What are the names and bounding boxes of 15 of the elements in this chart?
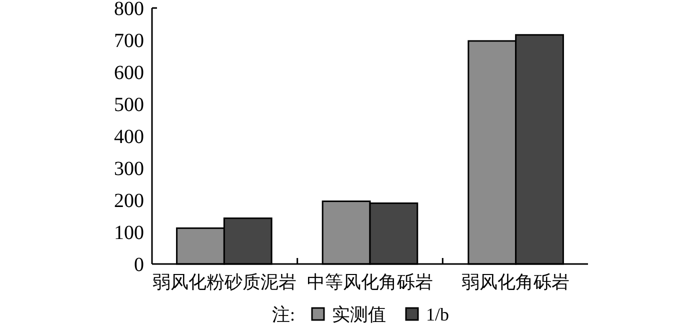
- y-tick-label: 100: [114, 222, 144, 244]
- y-tick-label: 500: [114, 94, 144, 116]
- y-tick-label: 800: [114, 0, 144, 20]
- x-tick-label: 弱风化粉砂质泥岩: [152, 272, 297, 292]
- y-tick-label: 0: [134, 254, 144, 276]
- legend-label: 实测值: [332, 304, 386, 324]
- y-tick-label: 600: [114, 62, 144, 84]
- y-tick-label: 700: [114, 30, 144, 52]
- x-tick-label: 弱风化角砾岩: [461, 272, 570, 292]
- legend-title: 注:: [272, 304, 296, 324]
- legend-label: 1/b: [426, 304, 450, 324]
- y-tick-label: 200: [114, 190, 144, 212]
- y-tick-label: 300: [114, 158, 144, 180]
- x-tick-label: 中等风化角砾岩: [307, 272, 433, 292]
- y-tick-label: 400: [114, 126, 144, 148]
